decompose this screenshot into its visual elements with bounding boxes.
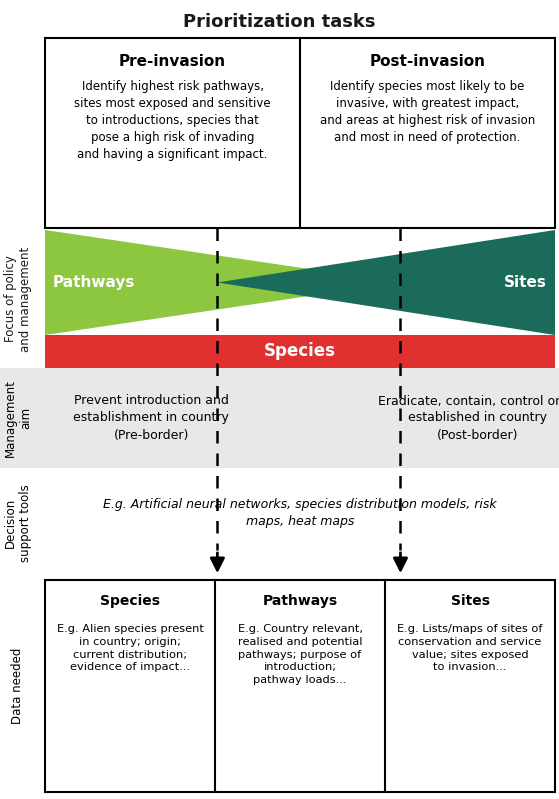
Text: Prevent introduction and
establishment in country
(Pre-border): Prevent introduction and establishment i… (73, 395, 229, 442)
Text: Species: Species (264, 343, 336, 360)
Text: Management
aim: Management aim (4, 379, 32, 457)
Text: E.g. Country relevant,
realised and potential
pathways; purpose of
introduction;: E.g. Country relevant, realised and pote… (238, 624, 362, 686)
Text: E.g. Alien species present
in country; origin;
current distribution;
evidence of: E.g. Alien species present in country; o… (56, 624, 203, 673)
Text: Prioritization tasks: Prioritization tasks (183, 13, 376, 31)
Text: Species: Species (100, 594, 160, 608)
Text: Pathways: Pathways (53, 275, 135, 290)
Text: Identify species most likely to be
invasive, with greatest impact,
and areas at : Identify species most likely to be invas… (320, 80, 535, 144)
Text: Sites: Sites (504, 275, 547, 290)
Text: Sites: Sites (451, 594, 490, 608)
Text: Pre-invasion: Pre-invasion (119, 54, 226, 69)
Text: Post-invasion: Post-invasion (369, 54, 486, 69)
Bar (0, 368, 559, 468)
Text: Decision
support tools: Decision support tools (4, 484, 32, 562)
Polygon shape (217, 230, 555, 335)
Bar (45, 580, 555, 792)
Bar (45, 38, 555, 228)
Text: E.g. Artificial neural networks, species distribution models, risk
maps, heat ma: E.g. Artificial neural networks, species… (103, 498, 497, 528)
Text: E.g. Lists/maps of sites of
conservation and service
value; sites exposed
to inv: E.g. Lists/maps of sites of conservation… (397, 624, 543, 673)
Text: Eradicate, contain, control once
established in country
(Post-border): Eradicate, contain, control once establi… (378, 395, 559, 442)
Polygon shape (45, 230, 400, 335)
Text: Focus of policy
and management: Focus of policy and management (4, 246, 32, 352)
Text: Identify highest risk pathways,
sites most exposed and sensitive
to introduction: Identify highest risk pathways, sites mo… (74, 80, 271, 161)
Text: Pathways: Pathways (262, 594, 338, 608)
Bar (45, 335, 555, 368)
Text: Data needed: Data needed (12, 648, 25, 724)
